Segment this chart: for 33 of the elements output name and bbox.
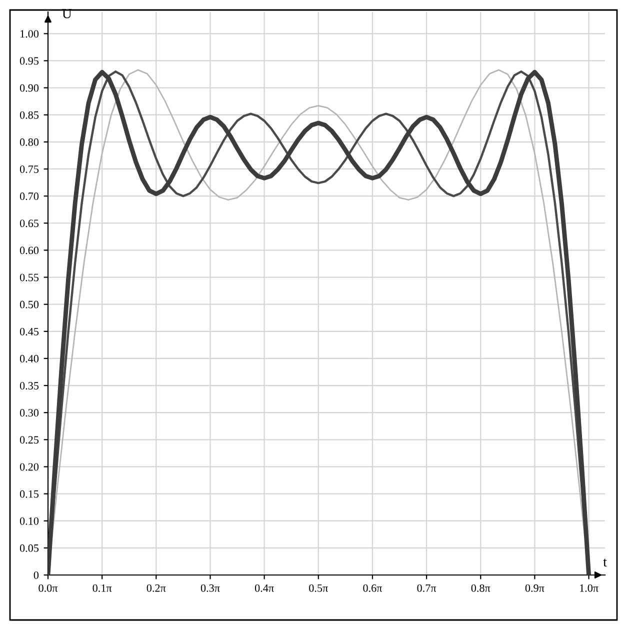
y-tick-label: 0.05: [20, 544, 39, 552]
y-tick-label: 0.45: [20, 328, 39, 336]
y-tick-label: 0.40: [20, 354, 39, 362]
y-tick-label: 0.85: [20, 111, 39, 119]
y-tick-label: 0.10: [20, 517, 39, 525]
y-tick-label: 0.25: [20, 436, 39, 444]
y-tick-label: 0.30: [20, 409, 39, 417]
y-tick-label: 0.55: [20, 274, 39, 282]
y-tick-label: 0.80: [20, 138, 39, 146]
y-tick-label: 0.70: [20, 192, 39, 200]
y-tick-label: 0.15: [20, 490, 39, 498]
y-tick-label: 0.35: [20, 382, 39, 390]
y-tick-label: 0.60: [20, 246, 39, 254]
x-tick-label: 0.3π: [200, 584, 220, 592]
x-tick-label: 0.6π: [363, 584, 382, 592]
x-tick-label: 0.0π: [38, 584, 58, 592]
x-axis-title: t: [603, 558, 607, 567]
y-tick-label: 0.50: [20, 300, 39, 308]
y-tick-label: 0.95: [20, 57, 39, 65]
y-tick-label: 0.20: [20, 463, 39, 471]
x-tick-label: 0.4π: [254, 584, 274, 592]
x-tick-label: 0.8π: [471, 584, 490, 592]
x-tick-label: 0.1π: [92, 584, 112, 592]
x-tick-label: 0.7π: [417, 584, 436, 592]
x-tick-label: 0.9π: [525, 584, 544, 592]
y-tick-label: 0.90: [20, 84, 39, 92]
x-tick-label: 0.2π: [146, 584, 166, 592]
x-tick-label: 0.5π: [309, 584, 328, 592]
y-tick-label: 0: [34, 571, 39, 579]
y-tick-label: 0.65: [20, 220, 39, 228]
x-tick-label: 1.0π: [580, 584, 598, 592]
y-tick-label: 0.75: [20, 165, 39, 174]
y-tick-label: 1.00: [20, 30, 39, 38]
